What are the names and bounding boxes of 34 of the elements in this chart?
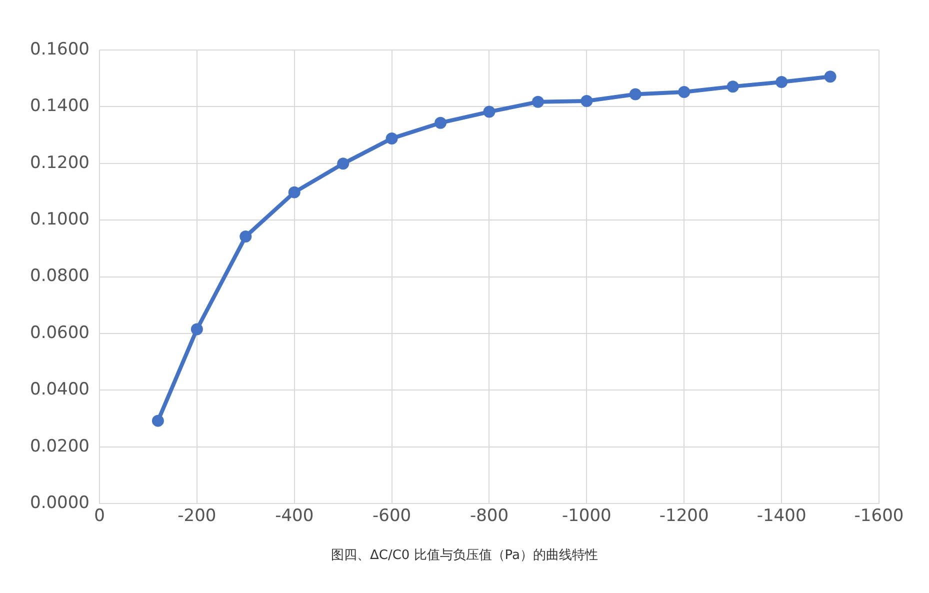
point (434, 116, 447, 129)
point (337, 158, 350, 170)
x-tick-label: 0 (94, 506, 105, 526)
point (824, 70, 836, 83)
x-tick-label: -800 (470, 506, 509, 526)
x-tick-label: -1600 (854, 506, 904, 526)
x-tick-label: -200 (178, 506, 216, 526)
y-tick-label: 0.0600 (30, 322, 90, 343)
point (580, 95, 593, 108)
point (678, 86, 690, 98)
x-tick-label: -1400 (756, 506, 806, 526)
x-tick-label: -600 (372, 506, 412, 526)
y-tick-label: 0.1400 (30, 96, 90, 116)
text: 图四、ΔC/C0 比值与负压值（Pa）的曲线特性 (330, 547, 600, 564)
y-tick-label: 0.1200 (30, 152, 90, 173)
y-tick-label: 0.0400 (30, 380, 90, 400)
point (386, 132, 398, 144)
y-tick-label: 0.0800 (30, 266, 90, 286)
x-tick-label: -1000 (562, 506, 612, 526)
point (629, 88, 642, 100)
point (776, 76, 788, 88)
x-tick-label: -400 (275, 506, 314, 526)
point (726, 80, 739, 93)
point (152, 414, 164, 427)
point (190, 323, 203, 336)
y-tick-label: 0.1600 (30, 39, 90, 60)
point (240, 230, 252, 243)
point (288, 186, 300, 198)
y-tick-label: 0.1000 (30, 210, 90, 230)
y-tick-label: 0.0000 (30, 493, 90, 514)
y-tick-label: 0.0200 (30, 436, 90, 456)
point (532, 96, 544, 108)
x-tick-label: -1200 (659, 506, 709, 526)
point (483, 106, 496, 118)
